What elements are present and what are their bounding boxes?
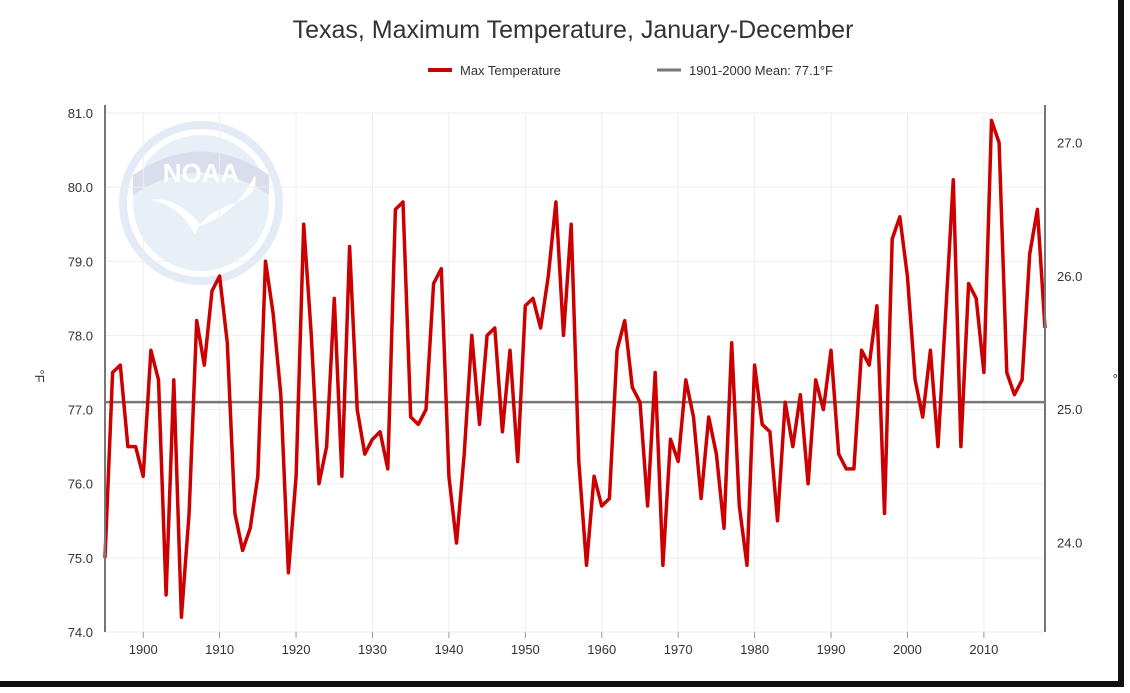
x-tick-label: 1900 <box>129 642 158 657</box>
temperature-chart: NOAA 74.0 75.0 76.0 77.0 78.0 79.0 80.0 81.0 190… <box>32 16 1118 657</box>
chart-title: Texas, Maximum Temperature, January-Dece… <box>293 16 854 44</box>
x-tick-label: 1970 <box>664 642 693 657</box>
x-tick-label: 2010 <box>969 642 998 657</box>
legend-item-mean[interactable]: 1901-2000 Mean: 77.1°F <box>657 63 833 78</box>
y-tick-label-right: 24.0 <box>1057 536 1082 551</box>
x-tick-label: 1920 <box>282 642 311 657</box>
y-tick-label: 76.0 <box>68 477 93 492</box>
x-tick-label: 1940 <box>434 642 463 657</box>
svg-text:NOAA: NOAA <box>163 158 240 188</box>
axes <box>104 105 1046 638</box>
series-layer <box>103 118 1047 619</box>
x-tick-label: 1910 <box>205 642 234 657</box>
max-temperature-line <box>103 118 1047 619</box>
legend-label-mean: 1901-2000 Mean: 77.1°F <box>689 63 833 78</box>
legend-label-max-temperature: Max Temperature <box>460 63 561 78</box>
y-tick-label: 80.0 <box>68 180 93 195</box>
y-tick-label: 74.0 <box>68 625 93 640</box>
y-axis-label: °F <box>32 369 47 382</box>
y-tick-label: 81.0 <box>68 106 93 121</box>
legend: Max Temperature 1901-2000 Mean: 77.1°F <box>428 63 833 78</box>
y-tick-label: 78.0 <box>68 328 93 343</box>
tick-labels: 74.0 75.0 76.0 77.0 78.0 79.0 80.0 81.0 1900 1910… <box>68 106 1083 657</box>
x-tick-label: 1950 <box>511 642 540 657</box>
x-tick-label: 1960 <box>587 642 616 657</box>
x-tick-label: 1990 <box>817 642 846 657</box>
x-tick-label: 1980 <box>740 642 769 657</box>
legend-item-max-temperature[interactable]: Max Temperature <box>428 63 561 78</box>
y-tick-label-right: 26.0 <box>1057 269 1082 284</box>
y-tick-label-right: 25.0 <box>1057 402 1082 417</box>
y-tick-label-right: 27.0 <box>1057 135 1082 150</box>
y-tick-label: 79.0 <box>68 254 93 269</box>
grid-lines <box>105 112 1045 633</box>
noaa-watermark-logo: NOAA <box>119 121 283 285</box>
x-tick-label: 1930 <box>358 642 387 657</box>
x-tick-label: 2000 <box>893 642 922 657</box>
y-tick-label: 77.0 <box>68 403 93 418</box>
y-tick-label: 75.0 <box>68 551 93 566</box>
y-axis-label-right: ° <box>1105 373 1118 378</box>
